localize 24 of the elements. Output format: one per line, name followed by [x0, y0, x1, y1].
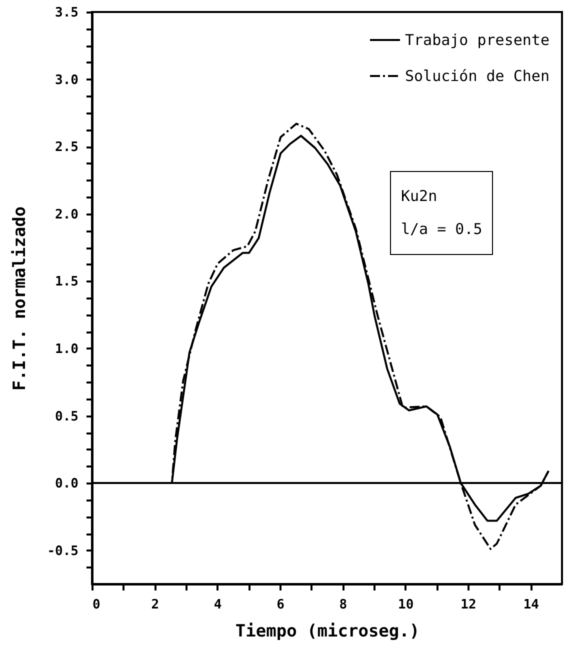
annotation: l/a = 0.5 — [401, 219, 482, 240]
annotation: Ku2n — [401, 186, 438, 207]
legend-label: Solución de Chen — [405, 67, 550, 85]
x-tick-label: 0 — [92, 598, 100, 612]
y-tick-label: 2.0 — [55, 207, 79, 222]
y-tick-label: 0.5 — [55, 409, 78, 424]
x-tick-label: 12 — [460, 598, 476, 612]
y-tick-label: 2.5 — [55, 140, 78, 156]
x-tick-label: 4 — [214, 598, 222, 612]
x-tick-label: 2 — [151, 598, 160, 612]
y-tick-label: -0.5 — [47, 544, 78, 559]
y-tick-label: 1.5 — [55, 274, 78, 290]
y-axis-title: F.I.T. normalizado — [10, 206, 30, 391]
x-axis-title: Tiempo (microseg.) — [235, 622, 420, 642]
y-tick-label: 3.0 — [55, 72, 79, 88]
y-tick-label: 0.0 — [55, 476, 79, 492]
y-tick-label: 3.5 — [55, 6, 78, 20]
x-tick-label: 10 — [398, 598, 414, 612]
legend-label: Trabajo presente — [405, 31, 550, 49]
x-tick-label: 8 — [339, 598, 348, 612]
text-box: Ku2n l/a = 0.5 — [390, 171, 494, 255]
y-tick-label: 1.0 — [55, 342, 79, 357]
x-tick-label: 6 — [276, 598, 285, 612]
x-tick-label: 14 — [523, 598, 540, 612]
